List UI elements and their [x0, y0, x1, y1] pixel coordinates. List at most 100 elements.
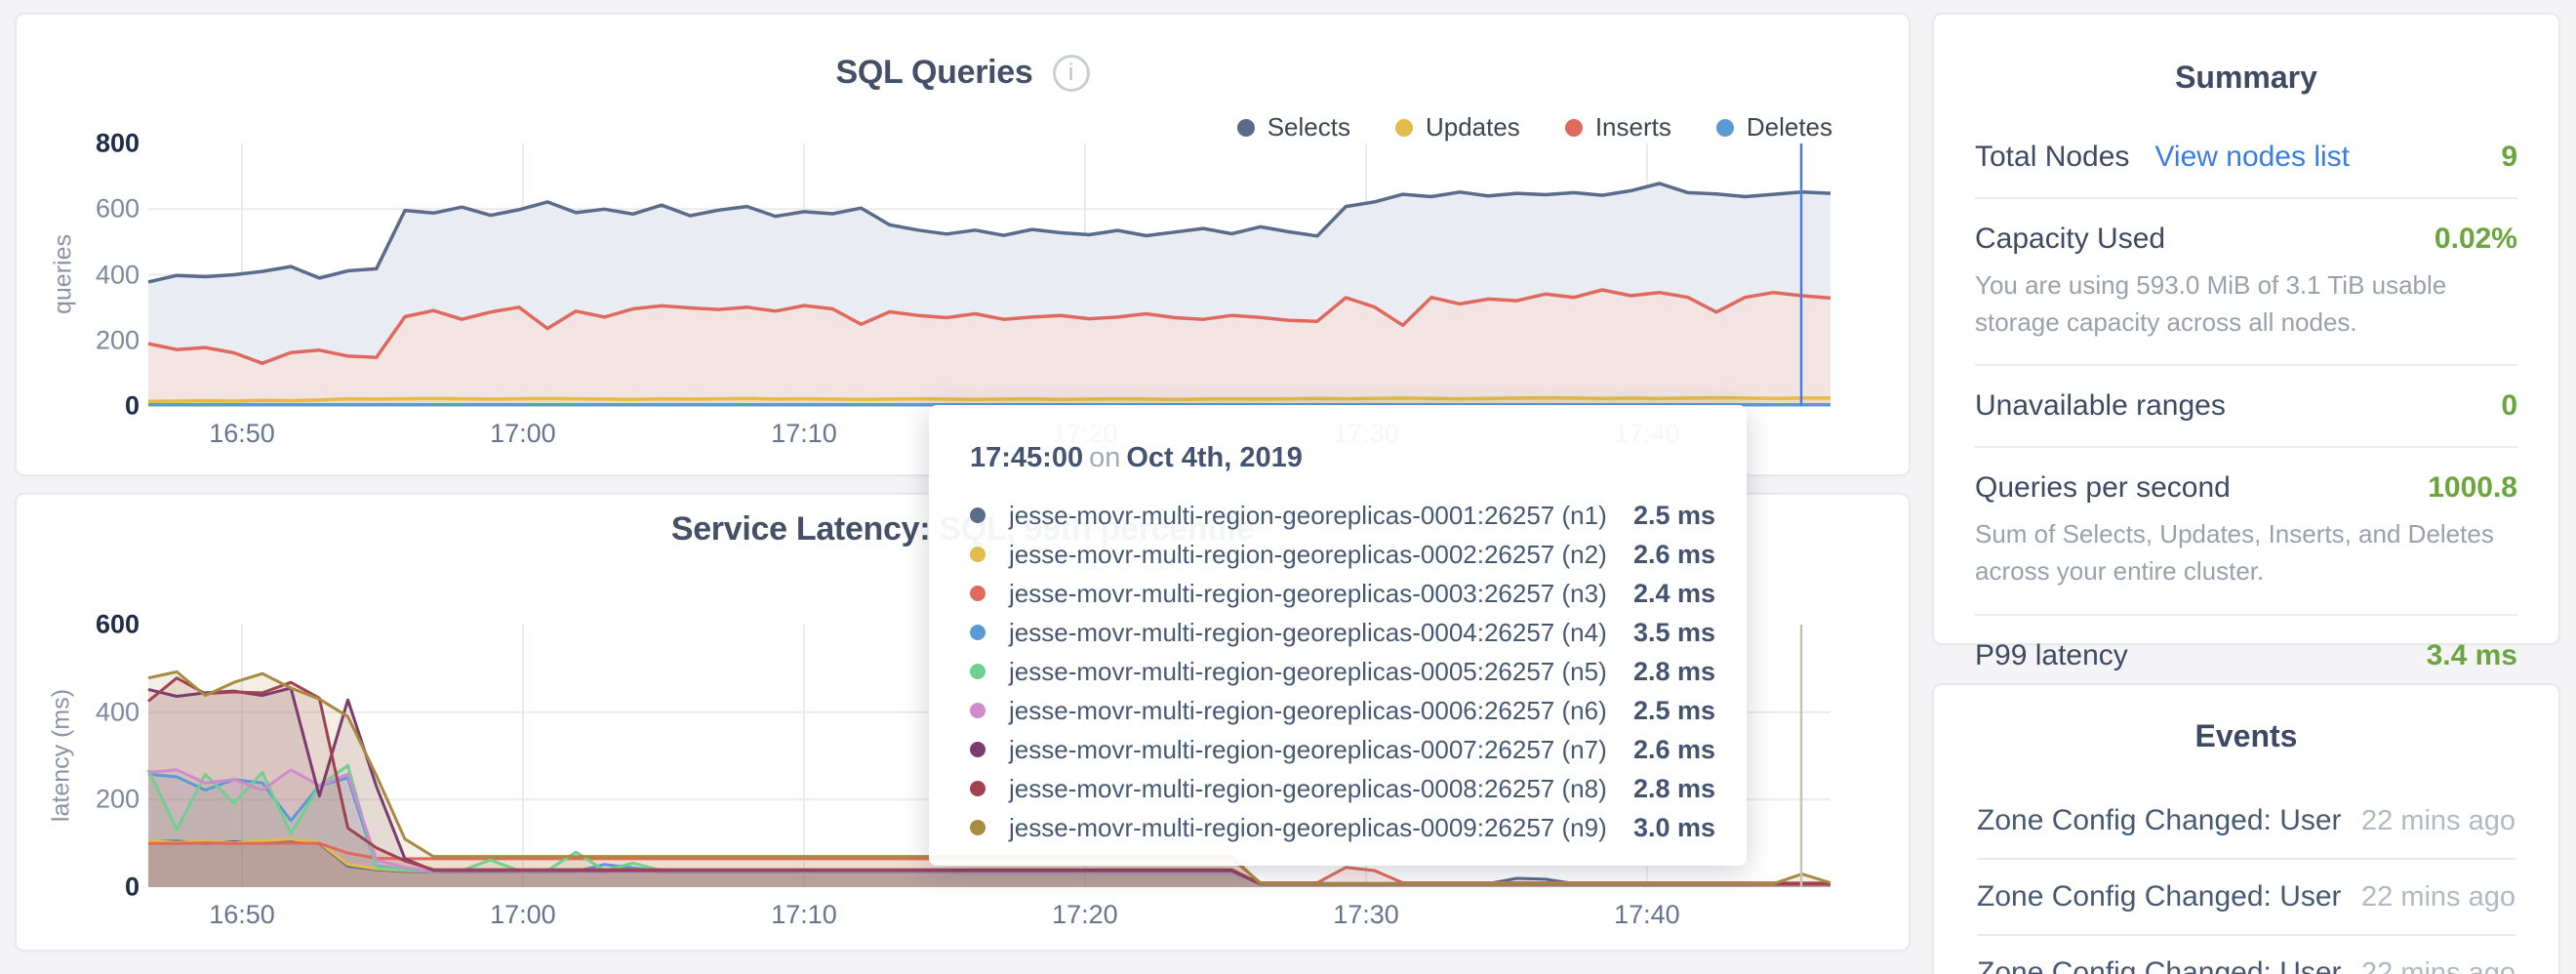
events-title: Events: [2194, 718, 2298, 753]
tooltip-on: on: [1089, 442, 1121, 473]
tooltip-date: Oct 4th, 2019: [1126, 442, 1303, 473]
x-tick-label: 17:00: [490, 419, 556, 448]
legend-dot: [1715, 118, 1734, 137]
node-color-dot: [970, 586, 986, 601]
unavailable-ranges-row: Unavailable ranges 0: [1975, 389, 2517, 423]
x-tick-label: 17:20: [1052, 900, 1118, 929]
event-row[interactable]: Zone Config Changed: User… 22 mins ago: [1977, 784, 2516, 858]
x-tick-label: 16:50: [209, 419, 275, 448]
capacity-used-value: 0.02%: [2434, 223, 2517, 255]
event-time: 22 mins ago: [2361, 804, 2516, 836]
node-name: jesse-movr-multi-region-georeplicas-0002…: [1009, 539, 1607, 569]
node-latency-value: 3.5 ms: [1633, 617, 1716, 647]
sql-y-tick-labels: 0 200 400 600 800: [65, 129, 140, 421]
queries-per-second-label: Queries per second: [1975, 471, 2231, 505]
node-name: jesse-movr-multi-region-georeplicas-0001…: [1009, 500, 1607, 530]
legend-dot: [1564, 118, 1583, 137]
capacity-used-subtext: You are using 593.0 MiB of 3.1 TiB usabl…: [1975, 270, 2447, 337]
event-text: Zone Config Changed: User…: [1977, 956, 2342, 974]
sql-queries-title: SQL Queries: [835, 54, 1033, 91]
total-nodes-value: 9: [2501, 141, 2517, 173]
y-tick-label: 200: [95, 325, 140, 355]
y-tick-label: 800: [95, 128, 140, 158]
event-row[interactable]: Zone Config Changed: User… 22 mins ago: [1977, 936, 2516, 974]
total-nodes-label: Total Nodes: [1975, 141, 2130, 173]
tooltip-node-row: jesse-movr-multi-region-georeplicas-0001…: [970, 496, 1715, 535]
divider: [1975, 364, 2517, 367]
tooltip-node-row: jesse-movr-multi-region-georeplicas-0009…: [970, 808, 1715, 847]
x-tick-label: 17:40: [1614, 900, 1680, 929]
node-color-dot: [970, 703, 986, 718]
node-name: jesse-movr-multi-region-georeplicas-0009…: [1009, 812, 1607, 842]
p99-latency-row: P99 latency 3.4 ms: [1975, 639, 2517, 672]
node-color-dot: [970, 742, 986, 757]
tooltip-node-row: jesse-movr-multi-region-georeplicas-0008…: [970, 769, 1715, 808]
tooltip-node-row: jesse-movr-multi-region-georeplicas-0006…: [970, 691, 1715, 730]
summary-title: Summary: [2175, 60, 2317, 95]
latency-y-tick-labels: 0 200 400 600: [65, 610, 140, 902]
y-tick-label: 400: [95, 260, 140, 289]
node-latency-value: 2.6 ms: [1633, 539, 1716, 569]
sql-queries-card: SQL Queries i Selects Updates Inserts Delet…: [15, 13, 1911, 476]
queries-per-second-subtext: Sum of Selects, Updates, Inserts, and De…: [1975, 519, 2494, 587]
view-nodes-list-link[interactable]: View nodes list: [2154, 141, 2350, 173]
legend-dot: [1236, 118, 1255, 137]
node-color-dot: [970, 547, 986, 562]
x-tick-label: 17:00: [490, 900, 556, 929]
tooltip-time: 17:45:00: [970, 442, 1084, 473]
node-name: jesse-movr-multi-region-georeplicas-0003…: [1009, 578, 1607, 608]
node-latency-value: 3.0 ms: [1633, 812, 1716, 842]
node-color-dot: [970, 507, 986, 523]
legend-item[interactable]: Selects: [1236, 112, 1350, 142]
node-color-dot: [970, 781, 986, 796]
event-row[interactable]: Zone Config Changed: User… 22 mins ago: [1977, 860, 2516, 934]
divider: [1977, 858, 2516, 860]
node-color-dot: [970, 820, 986, 835]
sql-queries-chart[interactable]: [147, 143, 1831, 407]
x-tick-label: 17:30: [1333, 900, 1399, 929]
event-time: 22 mins ago: [2361, 956, 2516, 974]
tooltip-node-row: jesse-movr-multi-region-georeplicas-0007…: [970, 730, 1715, 769]
capacity-used-row: Capacity Used 0.02%: [1975, 223, 2517, 256]
y-tick-label: 400: [95, 697, 140, 727]
summary-card: Summary Total Nodes View nodes list 9 Ca…: [1932, 13, 2560, 671]
p99-latency-label: P99 latency: [1975, 638, 2128, 671]
event-text: Zone Config Changed: User…: [1977, 804, 2342, 836]
queries-per-second-row: Queries per second 1000.8: [1975, 471, 2517, 505]
y-tick-label: 0: [124, 872, 140, 902]
sql-legend: Selects Updates Inserts Deletes: [1236, 112, 1832, 142]
node-latency-value: 2.8 ms: [1633, 773, 1716, 803]
x-tick-label: 17:10: [771, 419, 837, 448]
event-text: Zone Config Changed: User…: [1977, 880, 2342, 913]
unavailable-ranges-label: Unavailable ranges: [1975, 389, 2226, 423]
divider: [1975, 197, 2517, 199]
p99-latency-value: 3.4 ms: [2426, 638, 2517, 671]
legend-dot: [1394, 118, 1413, 137]
legend-item[interactable]: Updates: [1394, 112, 1520, 142]
tooltip-node-row: jesse-movr-multi-region-georeplicas-0004…: [970, 613, 1715, 652]
legend-item[interactable]: Deletes: [1715, 112, 1832, 142]
y-tick-label: 600: [95, 193, 140, 223]
latency-x-tick-labels: 16:50 17:00 17:10 17:20 17:30 17:40: [148, 900, 1831, 933]
events-card: Events Zone Config Changed: User… 22 min…: [1932, 683, 2560, 974]
capacity-used-label: Capacity Used: [1975, 223, 2166, 255]
node-latency-value: 2.5 ms: [1633, 500, 1716, 530]
tooltip-node-row: jesse-movr-multi-region-georeplicas-0005…: [970, 652, 1715, 691]
node-latency-value: 2.8 ms: [1633, 656, 1716, 686]
node-name: jesse-movr-multi-region-georeplicas-0007…: [1009, 734, 1607, 764]
node-latency-value: 2.6 ms: [1633, 734, 1716, 764]
unavailable-ranges-value: 0: [2501, 389, 2517, 423]
node-color-dot: [970, 625, 986, 640]
y-tick-label: 200: [95, 784, 140, 814]
node-color-dot: [970, 664, 986, 679]
x-tick-label: 17:10: [771, 900, 837, 929]
service-latency-chart[interactable]: [146, 625, 1831, 887]
divider: [1977, 934, 2516, 936]
chart-hover-tooltip: 17:45:00 on Oct 4th, 2019 jesse-movr-multi…: [929, 405, 1747, 866]
node-latency-value: 2.5 ms: [1633, 695, 1716, 725]
node-latency-value: 2.4 ms: [1633, 578, 1716, 608]
y-tick-label: 0: [124, 390, 140, 421]
legend-item[interactable]: Inserts: [1564, 112, 1671, 142]
divider: [1975, 613, 2517, 616]
info-icon[interactable]: i: [1052, 54, 1090, 92]
